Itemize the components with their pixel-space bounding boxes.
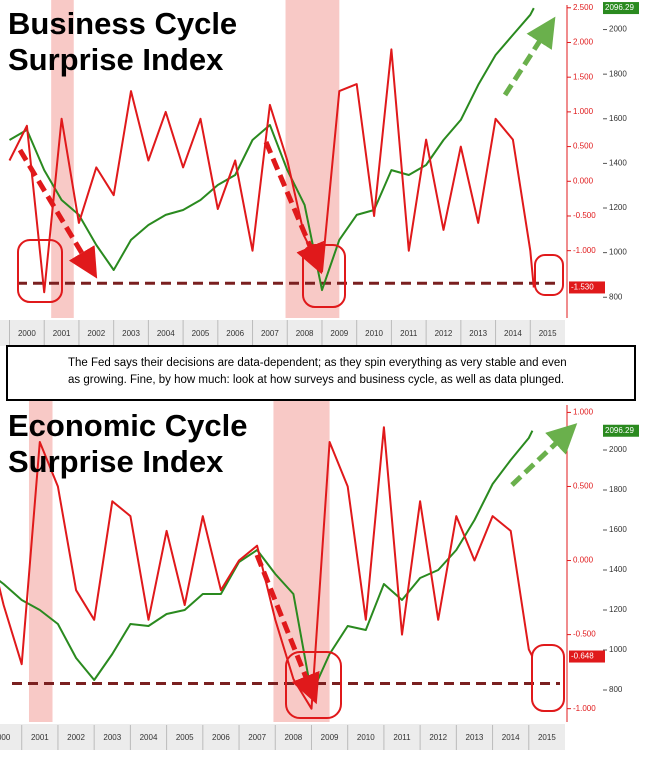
- y-tick-label: 0.000: [573, 556, 594, 565]
- y-tick-label: 1.000: [573, 408, 594, 417]
- y2-tick-label: 1800: [609, 69, 627, 78]
- y2-tick-label: 1000: [609, 645, 627, 654]
- x-tick-label: 2013: [469, 329, 487, 338]
- x-tick-label: 2011: [400, 329, 418, 338]
- series-line: [0, 430, 534, 695]
- series-line: [8, 7, 535, 292]
- x-tick-label: 2007: [248, 733, 266, 742]
- x-tick-label: 2010: [357, 733, 375, 742]
- y2-tick-label: 1400: [609, 565, 627, 574]
- circle-highlight: [302, 244, 346, 308]
- circle-highlight: [531, 644, 565, 712]
- x-tick-label: 2014: [504, 329, 522, 338]
- arrow: [502, 16, 556, 97]
- y-tick-label: 0.500: [573, 142, 594, 151]
- x-tick-label: 2004: [157, 329, 175, 338]
- y-tick-label: 0.000: [573, 176, 594, 185]
- circle-highlight: [17, 239, 63, 303]
- y-tick-label: 1.500: [573, 72, 594, 81]
- y-tick-label: 0.500: [573, 482, 594, 491]
- x-tick-label: 2012: [429, 733, 447, 742]
- x-tick-label: 2015: [538, 733, 556, 742]
- x-tick-label: 2001: [53, 329, 71, 338]
- caption: The Fed says their decisions are data-de…: [6, 345, 636, 401]
- x-axis-strip: [0, 320, 565, 346]
- x-tick-label: 2003: [103, 733, 121, 742]
- x-tick-label: 2004: [140, 733, 158, 742]
- y2-tick-label: 800: [609, 292, 623, 301]
- arrow: [17, 148, 98, 279]
- x-tick-label: 2000: [18, 329, 36, 338]
- y-tick-label: -0.500: [573, 630, 596, 639]
- y2-tick-label: 2000: [609, 25, 627, 34]
- y2-tick-label: 1600: [609, 114, 627, 123]
- value-label-box: [603, 424, 639, 437]
- value-label-box: [603, 2, 639, 15]
- value-label: -1.530: [571, 283, 594, 292]
- y-tick-label: -1.000: [573, 704, 596, 713]
- x-tick-label: 2002: [87, 329, 105, 338]
- x-tick-label: 2001: [31, 733, 49, 742]
- value-label: 2096.29: [605, 426, 634, 435]
- shaded-period: [28, 400, 53, 722]
- arrow: [510, 423, 578, 487]
- x-tick-label: 2008: [296, 329, 314, 338]
- x-tick-label: 2012: [435, 329, 453, 338]
- value-label: 2096.29: [605, 3, 634, 12]
- x-tick-label: 2007: [261, 329, 279, 338]
- y2-tick-label: 2000: [609, 445, 627, 454]
- x-tick-label: 2015: [539, 329, 557, 338]
- value-label-box: [569, 650, 605, 663]
- circle-highlight: [534, 254, 564, 296]
- chart-title: Economic Cycle Surprise Index: [8, 408, 248, 479]
- chart-title: Business Cycle Surprise Index: [8, 6, 238, 77]
- x-axis-labels: 2000 2001 2002 2003 2004 2005 2006 2007 2008 2009…: [9, 320, 557, 346]
- x-tick-label: 2002: [67, 733, 85, 742]
- y-tick-label: 2.500: [573, 3, 594, 12]
- x-tick-label: 2005: [176, 733, 194, 742]
- shaded-period: [273, 400, 330, 722]
- x-tick-label: 2009: [321, 733, 339, 742]
- y-tick-label: 1.000: [573, 107, 594, 116]
- arrow: [263, 141, 325, 275]
- y2-tick-label: 1600: [609, 525, 627, 534]
- x-tick-label: 2006: [212, 733, 230, 742]
- y-tick-label: -1.000: [573, 246, 596, 255]
- x-tick-label: 2008: [284, 733, 302, 742]
- y2-tick-label: 1400: [609, 159, 627, 168]
- x-tick-label: 2011: [393, 733, 411, 742]
- x-tick-label: 2006: [226, 329, 244, 338]
- value-label-box: [569, 281, 605, 294]
- y2-tick-label: 1200: [609, 605, 627, 614]
- shaded-period: [51, 0, 74, 318]
- y2-tick-label: 800: [609, 685, 623, 694]
- x-tick-label: 2013: [466, 733, 484, 742]
- x-tick-label: 2003: [122, 329, 140, 338]
- arrow: [254, 554, 320, 705]
- y2-tick-label: 1000: [609, 248, 627, 257]
- y2-tick-label: 1800: [609, 485, 627, 494]
- y-tick-label: -0.500: [573, 211, 596, 220]
- x-axis-labels: 000 2001 2002 2003 2004 2005 2006 2007 2008 2009 2…: [0, 725, 556, 750]
- x-tick-label: 2010: [365, 329, 383, 338]
- circle-highlight: [285, 651, 342, 719]
- value-label: -0.648: [571, 652, 594, 661]
- y-tick-label: 2.000: [573, 38, 594, 47]
- x-tick-label: 2014: [502, 733, 520, 742]
- x-tick-label: 2005: [192, 329, 210, 338]
- x-tick-label: 2009: [330, 329, 348, 338]
- series-line: [8, 48, 535, 294]
- y2-tick-label: 1200: [609, 203, 627, 212]
- chart-layer: 2000 2001 2002 2003 2004 2005 2006 2007 2008 2009…: [0, 0, 639, 750]
- annotations: [17, 16, 578, 719]
- x-tick-label: 000: [0, 733, 11, 742]
